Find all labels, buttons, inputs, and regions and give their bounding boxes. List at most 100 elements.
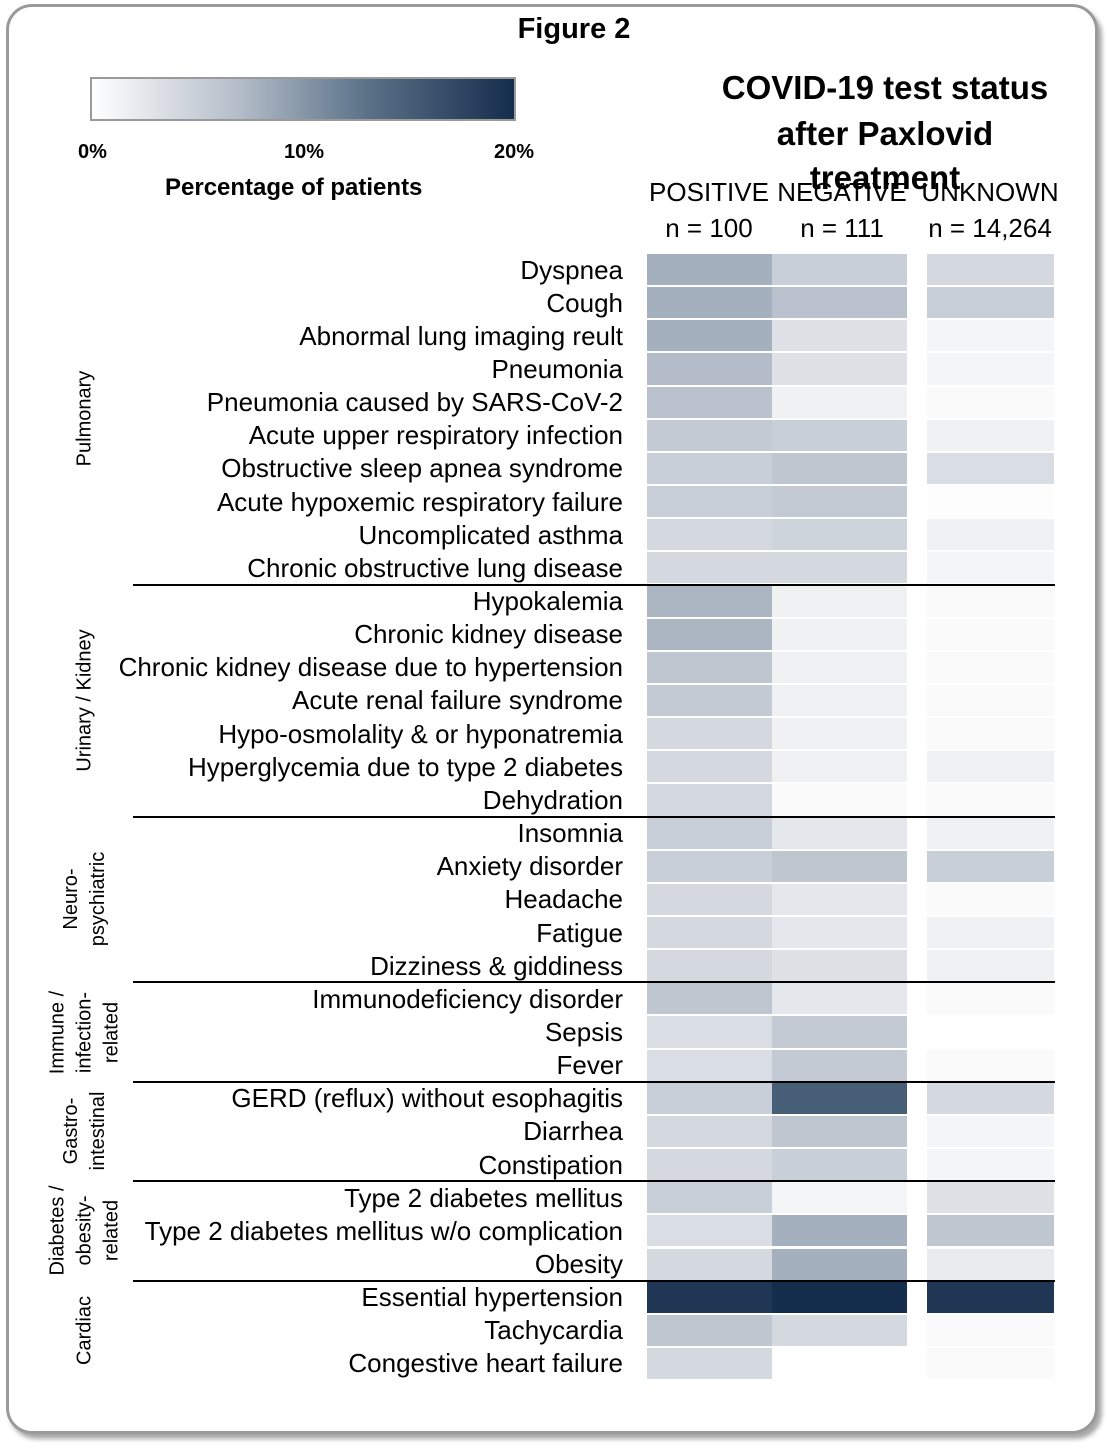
heatmap-cell [647,950,772,982]
heatmap-cell [927,1215,1054,1247]
heatmap-cell [772,850,907,882]
row-label: Obstructive sleep apnea syndrome [221,453,623,484]
heatmap-cell [647,1347,772,1380]
heatmap-cell [647,1115,772,1148]
heatmap-cell [647,618,772,650]
heatmap-cell [927,983,1054,1015]
heading-line: COVID-19 test status [721,69,1049,106]
heatmap-cell [772,1049,907,1081]
heatmap-cell [647,651,772,683]
column-count: n = 14,264 [928,213,1052,243]
heatmap-cell [772,718,907,750]
row-label: Obesity [534,1249,623,1279]
group-divider [133,1279,1055,1282]
row-label: Tachycardia [484,1315,623,1346]
row-label: Chronic kidney disease due to hypertensi… [118,652,623,683]
heatmap-cell [772,684,907,717]
heatmap-cell [772,1248,907,1280]
heading-line: after Paxlovid treatment [776,115,994,196]
heatmap-cell [647,386,772,418]
heatmap-cell [927,1149,1054,1181]
heatmap-cell [647,353,772,385]
heatmap-cell [647,684,772,717]
heatmap-cell [927,486,1054,518]
heatmap-cell [927,552,1054,584]
row-label: Hyperglycemia due to type 2 diabetes [187,751,623,782]
heatmap-cell [647,1149,772,1181]
row-label: Acute upper respiratory infection [248,420,623,451]
row-label: Chronic kidney disease [354,619,623,650]
heatmap-cell [647,1314,772,1346]
heatmap-cell [927,353,1054,385]
heatmap-cell [772,585,907,617]
heatmap-cell [647,585,772,617]
row-label: Type 2 diabetes mellitus w/o complicatio… [144,1215,623,1246]
heatmap-cell [927,1347,1054,1380]
heatmap-cell [647,883,772,915]
heatmap-cell [647,419,772,451]
heatmap-cell [647,1082,772,1114]
heatmap-cell [772,519,907,551]
heatmap-cell [927,718,1054,750]
heatmap-cell [647,817,772,849]
heatmap-cell [772,817,907,849]
heatmap-cell [772,1281,907,1313]
heatmap-cell [647,1281,772,1313]
heatmap-cell [927,585,1054,617]
row-label: Pneumonia caused by SARS-CoV-2 [206,387,623,418]
heatmap-cell [772,950,907,982]
heatmap-cell [927,684,1054,717]
colorbar-tick: 20% [494,141,535,163]
heatmap-cell [772,353,907,385]
heatmap-cell [927,950,1054,982]
column-header: NEGATIVE [777,177,907,207]
row-label: Acute renal failure syndrome [292,685,623,716]
heatmap-cell [772,287,907,319]
heatmap-cell [772,1115,907,1148]
row-label: Insomnia [517,818,624,849]
heatmap-cell [772,452,907,485]
heatmap-cell [647,1049,772,1081]
colorbar [90,77,516,121]
group-label: Cardiac [73,1295,96,1365]
heatmap-cell [927,452,1054,485]
heatmap-cell [927,519,1054,551]
row-label: Constipation [478,1149,623,1180]
row-label: Abnormal lung imaging reult [299,320,623,351]
row-label: Sepsis [544,1016,623,1047]
heatmap-cell [647,718,772,750]
heatmap-cell [772,386,907,418]
heatmap-cell [647,1182,772,1214]
heatmap-cell [927,320,1054,352]
heatmap-cell [772,486,907,518]
heatmap-cell [647,917,772,949]
heatmap-cell [772,1082,907,1114]
figure-frame [6,4,1098,1434]
heatmap-cell [772,419,907,451]
heatmap-cell [927,419,1054,451]
group-divider [133,815,1055,818]
heatmap-cell [647,552,772,584]
heatmap-cell [647,452,772,485]
row-label: Chronic obstructive lung disease [247,552,623,583]
column-header: UNKNOWN [921,177,1059,207]
heatmap-cell [772,1215,907,1247]
heatmap-cell [772,1314,907,1346]
heatmap-cell [772,651,907,683]
heatmap-cell [647,486,772,518]
heatmap-cell [772,784,907,816]
heatmap-cell [647,1215,772,1247]
row-label: Acute hypoxemic respiratory failure [216,486,623,517]
heatmap-cell [772,1016,907,1048]
group-label: Urinary / Kidney [73,629,96,772]
row-label: Dizziness & giddiness [370,950,623,981]
colorbar-tick: 10% [284,141,325,163]
heatmap-cell [927,651,1054,683]
heatmap-cell [772,254,907,286]
group-label: Pulmonary [73,370,96,467]
row-label: Congestive heart failure [348,1348,623,1379]
heatmap-cell [927,850,1054,882]
row-label: Anxiety disorder [436,851,623,882]
heatmap-cell [772,917,907,949]
heatmap-cell [647,751,772,783]
